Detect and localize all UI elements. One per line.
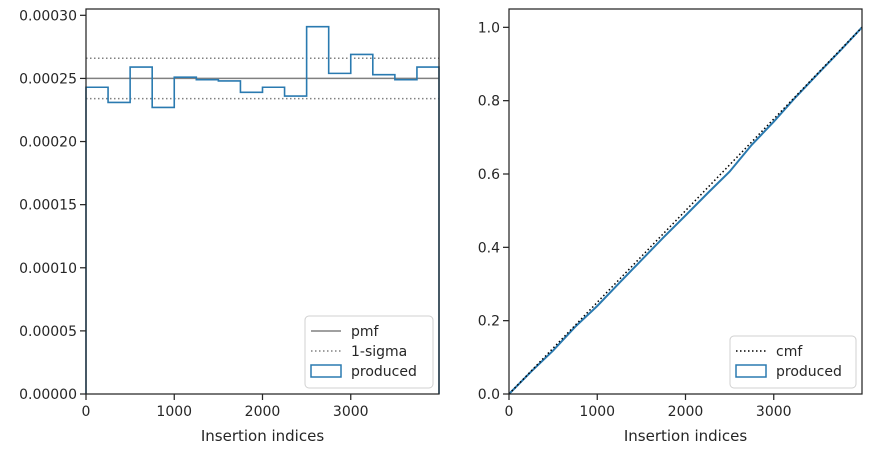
- legend-label-pmf: pmf: [351, 324, 380, 340]
- legend-label-sigma: 1-sigma: [351, 344, 407, 360]
- right-plot-area: [508, 26, 863, 395]
- x-tick-label: 2000: [245, 404, 281, 420]
- cmf-line: [508, 26, 863, 395]
- legend-handle-produced: [735, 364, 767, 378]
- produced-step-histogram: [85, 25, 440, 394]
- x-tick-label: 3000: [756, 404, 792, 420]
- y-tick-label: 0.0: [478, 387, 500, 403]
- x-tick-label: 1000: [156, 404, 192, 420]
- y-tick-label: 0.00010: [19, 261, 77, 277]
- y-tick-label: 0.6: [478, 167, 500, 183]
- left-legend: pmf 1-sigma produced: [304, 315, 434, 389]
- y-tick-label: 0.00005: [19, 324, 77, 340]
- y-tick-label: 0.2: [478, 314, 500, 330]
- right-x-ticks: 0 1000 2000 3000: [505, 394, 792, 420]
- y-tick-label: 0.00030: [19, 8, 77, 24]
- x-tick-label: 3000: [333, 404, 369, 420]
- x-tick-label: 0: [505, 404, 514, 420]
- y-tick-label: 0.8: [478, 94, 500, 110]
- legend-handle-produced: [310, 364, 342, 378]
- y-tick-label: 1.0: [478, 20, 500, 36]
- left-y-ticks: 0.00000 0.00005 0.00010 0.00015 0.00020 0.000…: [19, 8, 86, 403]
- y-tick-label: 0.00000: [19, 387, 77, 403]
- produced-cdf-line: [508, 26, 863, 395]
- x-tick-label: 0: [82, 404, 91, 420]
- x-tick-label: 1000: [579, 404, 615, 420]
- left-plot-area: [85, 25, 440, 394]
- y-tick-label: 0.4: [478, 240, 500, 256]
- y-tick-label: 0.00020: [19, 135, 77, 151]
- left-chart: 0.00000 0.00005 0.00010 0.00015 0.00020 0.000…: [19, 8, 440, 445]
- left-x-ticks: 0 1000 2000 3000: [82, 394, 369, 420]
- right-x-axis-label: Insertion indices: [624, 427, 747, 445]
- right-chart: 0.0 0.2 0.4 0.6 0.8 1.0 0 1000 2000 3000 Inserti…: [478, 8, 863, 445]
- y-tick-label: 0.00015: [19, 198, 77, 214]
- legend-label-produced: produced: [776, 364, 842, 380]
- legend-frame: [304, 315, 434, 389]
- legend-frame: [729, 335, 857, 389]
- y-tick-label: 0.00025: [19, 71, 77, 87]
- left-x-axis-label: Insertion indices: [201, 427, 324, 445]
- right-legend: cmf produced: [729, 335, 857, 389]
- legend-label-cmf: cmf: [776, 344, 803, 360]
- x-tick-label: 2000: [668, 404, 704, 420]
- legend-label-produced: produced: [351, 364, 417, 380]
- right-y-ticks: 0.0 0.2 0.4 0.6 0.8 1.0: [478, 20, 509, 403]
